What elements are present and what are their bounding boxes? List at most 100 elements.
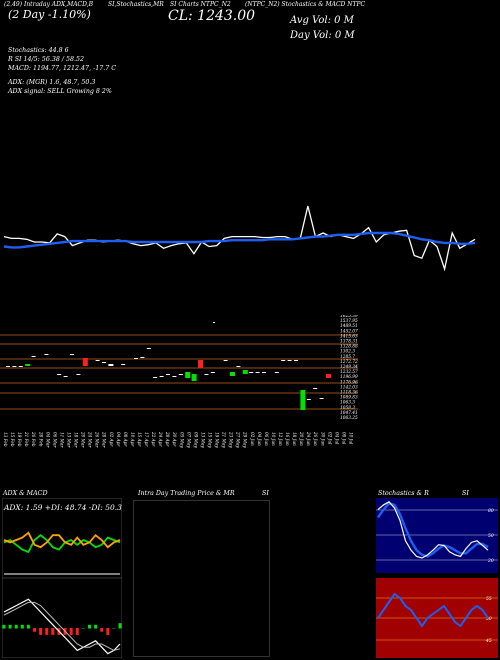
candle-23	[185, 372, 191, 378]
stoch-k-line	[377, 501, 489, 559]
candle-outlier	[213, 322, 215, 323]
intraday-title: Intra Day Trading Price & MR	[138, 490, 235, 497]
stochastics-title: Stochastics & R	[378, 490, 429, 497]
rsi-line	[377, 592, 489, 628]
candle-21	[172, 376, 177, 377]
macd-bar-11	[69, 628, 73, 635]
date-label-16: 04 Apr	[116, 432, 121, 447]
stochastics-panel: 80 50 20 55 50 45	[376, 498, 498, 658]
candle-20	[166, 374, 170, 375]
stoch-signal-line	[377, 501, 489, 558]
price-label-13: 1176.96	[340, 380, 358, 385]
candle-43	[326, 374, 331, 378]
candle-34	[262, 372, 266, 373]
header-top-mid2: SI Charts NTPC_N2	[170, 1, 231, 8]
date-label-49: 10 Jul	[348, 432, 353, 445]
candle-30	[236, 366, 241, 367]
price-label-18: 1058.3	[340, 406, 355, 411]
date-label-22: 24 Apr	[158, 431, 163, 447]
date-label-26: 07 May	[186, 432, 191, 448]
price-label-4: 1415.63	[340, 334, 358, 339]
macd-signal-line	[3, 601, 121, 651]
adx-macd-panel: ADX: 1.59 +DI: 48.74 -DI: 50.37	[2, 498, 122, 658]
macd-bar-4	[26, 624, 30, 629]
candle-25	[198, 360, 203, 368]
price-label-8: 1285.7	[340, 355, 355, 360]
header-close-price: CL: 1243.00	[168, 8, 256, 24]
price-label-11: 1232.57	[340, 370, 358, 375]
date-label-43: 24 Jun	[306, 431, 311, 446]
stochastics-si-label: SI	[462, 490, 469, 497]
header-top-right: (NTPC_N2) Stochastics & MACD NTPC	[245, 1, 366, 8]
date-label-19: 15 Apr	[137, 432, 142, 447]
info-stochastics: Stochastics: 44.8 6	[8, 47, 69, 54]
si-title: SI	[262, 490, 269, 497]
macd-bar-0	[2, 624, 6, 629]
header-avg-volume: Avg Vol: 0 M	[290, 15, 354, 26]
stoch-bg	[376, 498, 498, 573]
candle-0	[6, 366, 10, 367]
date-label-17: 08 Apr	[123, 432, 128, 447]
di-minus-line	[3, 531, 121, 549]
date-label-21: 22 Apr	[151, 431, 156, 447]
candle-9	[76, 374, 81, 375]
price-label-12: 1196.99	[340, 375, 358, 380]
date-label-46: 02 Jul	[327, 432, 332, 445]
candle-39	[300, 390, 306, 410]
candle-3	[25, 364, 31, 366]
date-label-8: 11 Mar	[59, 432, 64, 448]
price-label-19: 1047.41	[340, 411, 358, 416]
info-adx: ADX: (MGR) 1.6, 48.7, 50.3	[8, 79, 96, 86]
date-label-30: 19 May	[215, 432, 220, 448]
date-label-11: 20 Mar	[81, 431, 86, 448]
header-top-mid1: SI,Stochastics,MR	[108, 1, 164, 8]
date-label-12: 24 Mar	[88, 431, 93, 448]
date-label-35: 02 Jun	[250, 432, 255, 446]
price-label-15: 1118.36	[340, 391, 358, 396]
date-label-42: 20 Jun	[299, 431, 304, 446]
candle-16	[140, 357, 145, 358]
candle-2	[18, 366, 23, 367]
candle-36	[281, 360, 286, 361]
candle-15	[134, 358, 138, 359]
candle-13	[108, 364, 114, 366]
date-label-41: 18 Jun	[292, 432, 297, 446]
date-label-34: 29 May	[243, 431, 248, 448]
macd-bar-16	[100, 628, 104, 632]
price-line	[3, 205, 476, 272]
date-label-7: 06 Mar	[52, 432, 57, 448]
candle-22	[178, 374, 183, 375]
date-label-45: 30 Jun	[320, 432, 325, 446]
intraday-panel	[133, 500, 270, 657]
candle-6	[57, 374, 62, 375]
candle-8	[70, 354, 74, 355]
date-label-38: 10 Jun	[271, 432, 276, 446]
price-label-5: 1378.31	[340, 340, 358, 345]
macd-bar-2	[14, 624, 18, 629]
date-label-20: 17 Apr	[144, 432, 149, 447]
macd-bar-18	[112, 628, 116, 629]
date-label-36: 04 Jun	[257, 432, 262, 446]
date-label-4: 26 Feb	[31, 431, 36, 447]
candle-33	[255, 372, 260, 373]
date-label-1: 15 Feb	[10, 432, 15, 447]
date-label-0: 13 Feb	[3, 432, 8, 447]
price-label-7: 1302.3	[340, 350, 355, 355]
price-label-16: 1089.83	[340, 396, 358, 401]
date-label-14: 28 Mar	[102, 431, 107, 448]
macd-bar-19	[118, 623, 122, 629]
date-axis: 13 Feb 15 Feb 19 Feb 21 Feb 26 Feb 28 Feb 04 M…	[3, 431, 353, 448]
macd-bar-1	[8, 624, 12, 629]
stoch-tick-2: 20	[487, 558, 494, 564]
header-top-left: (2.49) Intraday ADX,MACD,B	[4, 1, 94, 8]
date-label-31: 21 May	[222, 431, 227, 448]
price-label-3: 1452.07	[340, 329, 358, 334]
candle-32	[249, 372, 254, 373]
macd-bar-6	[39, 628, 43, 635]
candle-38	[294, 360, 298, 361]
candle-7	[63, 376, 68, 377]
date-label-3: 21 Feb	[24, 431, 29, 447]
date-label-9: 13 Mar	[66, 432, 71, 448]
candle-31	[242, 370, 248, 374]
stoch-tick-1: 50	[488, 533, 494, 539]
